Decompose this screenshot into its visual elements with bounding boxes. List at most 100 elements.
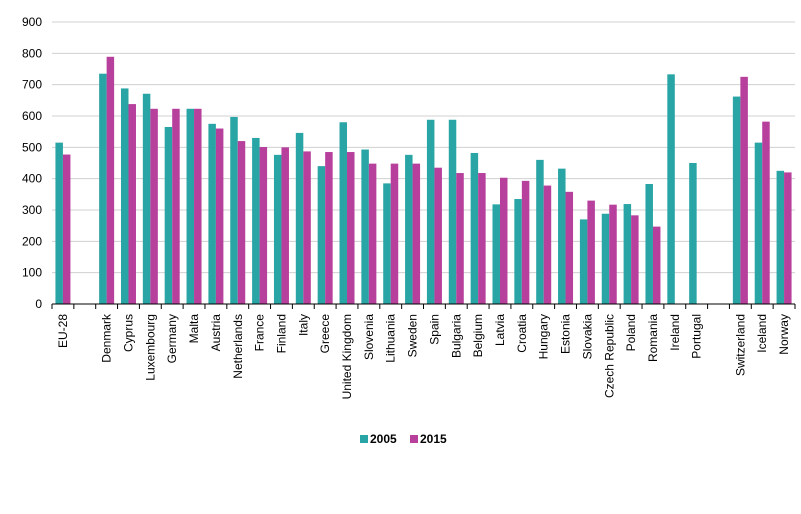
y-tick-label: 600 — [22, 109, 42, 123]
x-tick-label: Lithuania — [384, 314, 398, 363]
bar-2015 — [478, 173, 486, 304]
x-tick-label: Denmark — [100, 313, 114, 363]
y-tick-label: 300 — [22, 203, 42, 217]
legend: 2005 2015 — [360, 432, 447, 446]
bar-2005 — [645, 183, 653, 304]
bar-2005 — [514, 199, 522, 304]
x-tick-label: Switzerland — [733, 314, 747, 376]
bar-2015 — [499, 177, 508, 304]
bar-2015 — [368, 163, 377, 304]
x-tick-label: France — [253, 314, 267, 352]
y-tick-label: 500 — [22, 140, 42, 154]
bar-2005 — [689, 163, 697, 304]
x-tick-label: Poland — [624, 314, 638, 351]
bar-2005 — [776, 170, 785, 304]
bar-2005 — [470, 152, 479, 304]
x-tick-label: Bulgaria — [449, 314, 463, 358]
x-tick-label: Spain — [427, 314, 441, 345]
bar-2015 — [609, 204, 617, 304]
bar-2005 — [558, 168, 566, 304]
bar-2015 — [434, 167, 442, 304]
x-tick-label: Ireland — [668, 314, 682, 351]
bar-2015 — [128, 104, 136, 304]
bar-2005 — [186, 108, 195, 304]
bar-2015 — [259, 147, 268, 304]
x-tick-label: Malta — [187, 314, 201, 344]
bar-2015 — [521, 180, 530, 304]
y-tick-label: 900 — [22, 15, 42, 29]
bar-2005 — [252, 137, 260, 304]
bar-2015 — [281, 147, 289, 304]
bar-2015 — [456, 173, 464, 304]
bar-2005 — [754, 142, 763, 304]
bar-2005 — [405, 154, 413, 304]
x-tick-label: Iceland — [755, 314, 769, 353]
bar-2015 — [652, 226, 661, 304]
bar-2005 — [601, 213, 610, 304]
x-tick-label: Norway — [777, 314, 791, 355]
x-tick-label: Latvia — [493, 314, 507, 346]
x-tick-label: Finland — [274, 314, 288, 353]
bar-2005 — [426, 119, 435, 304]
bar-2005 — [536, 159, 544, 304]
bar-2005 — [273, 154, 282, 304]
bar-2005 — [383, 183, 391, 304]
bar-2015 — [62, 154, 71, 304]
bar-2015 — [631, 215, 639, 304]
bar-2015 — [390, 163, 399, 304]
bar-2005 — [448, 119, 457, 304]
x-tick-label: Austria — [209, 314, 223, 352]
x-tick-label: Sweden — [406, 314, 420, 357]
bar-2015 — [194, 108, 202, 304]
x-tick-label: Germany — [165, 314, 179, 363]
x-tick-label: EU-28 — [56, 314, 70, 348]
bar-2005 — [579, 219, 588, 304]
bar-2005 — [164, 126, 173, 304]
y-tick-label: 100 — [22, 266, 42, 280]
bar-2005 — [208, 123, 216, 304]
x-tick-label: Hungary — [537, 314, 551, 359]
bar-2005 — [623, 204, 632, 304]
bar-2015 — [106, 56, 115, 304]
x-tick-label: Greece — [318, 314, 332, 354]
legend-swatch-2005 — [360, 435, 368, 443]
bar-2005 — [361, 149, 369, 304]
bar-2005 — [55, 142, 63, 304]
x-tick-label: Italy — [296, 314, 310, 336]
bar-2015 — [587, 200, 595, 304]
bar-2015 — [762, 121, 770, 304]
bar-2015 — [740, 76, 748, 304]
legend-label-2005: 2005 — [370, 432, 397, 446]
bar-2015 — [347, 152, 355, 304]
bar-2005 — [120, 88, 129, 305]
bar-2015 — [565, 191, 574, 304]
x-tick-label: Cyprus — [121, 314, 135, 352]
bar-2015 — [412, 163, 421, 304]
x-tick-label: Slovakia — [580, 314, 594, 360]
y-tick-label: 200 — [22, 234, 42, 248]
x-tick-label: Slovenia — [362, 314, 376, 360]
bar-2015 — [543, 185, 552, 304]
bar-2015 — [303, 151, 311, 304]
x-tick-label: Belgium — [471, 314, 485, 357]
bar-2005 — [230, 116, 238, 304]
legend-swatch-2015 — [410, 435, 418, 443]
bar-2005 — [317, 166, 326, 304]
x-tick-label: United Kingdom — [340, 314, 354, 399]
bar-2015 — [325, 152, 333, 304]
bar-2005 — [667, 74, 675, 304]
legend-label-2015: 2015 — [420, 432, 447, 446]
axes — [51, 303, 796, 309]
x-tick-label: Estonia — [559, 314, 573, 354]
y-tick-label: 800 — [22, 46, 42, 60]
bar-2005 — [732, 96, 741, 304]
y-tick-label: 400 — [22, 172, 42, 186]
bar-2005 — [295, 132, 304, 304]
y-tick-labels: 0 100 200 300 400 500 600 700 800 900 — [22, 15, 42, 311]
bar-2015 — [784, 172, 792, 304]
bar-2005 — [142, 93, 151, 304]
x-tick-label: Romania — [646, 314, 660, 362]
bar-2015 — [237, 141, 246, 304]
bar-2015 — [150, 108, 158, 304]
